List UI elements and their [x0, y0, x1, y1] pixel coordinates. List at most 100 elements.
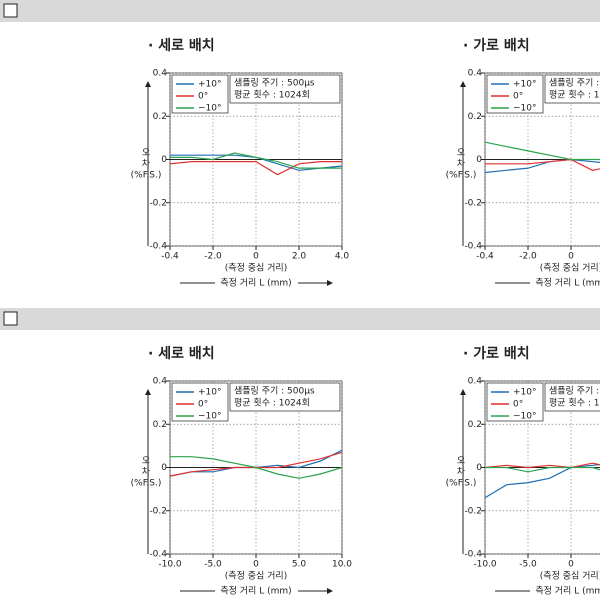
legend-box — [171, 74, 229, 114]
y-axis-label: 차 — [142, 158, 151, 170]
y-tick-label: 0 — [476, 155, 482, 165]
y-tick-label: -0.2 — [149, 506, 167, 516]
y-axis-label: (%F.S.) — [446, 479, 477, 489]
y-tick-label: 0.2 — [153, 420, 167, 430]
legend-label: 0° — [198, 400, 208, 410]
x-tick-label: -10.0 — [158, 560, 182, 570]
legend-label: −10° — [513, 412, 537, 422]
x-tick-label: -2.0 — [204, 252, 222, 262]
series-line — [170, 152, 342, 169]
y-tick-label: -0.4 — [464, 242, 482, 252]
x-tick-label: -0.4 — [161, 252, 179, 262]
legend-label: −10° — [198, 412, 222, 422]
chart-title: · 가로 배치 — [463, 38, 530, 54]
series-line — [485, 466, 600, 473]
y-axis-label: 오 — [457, 456, 465, 467]
legend-label: +10° — [513, 388, 537, 398]
y-tick-label: 0 — [161, 155, 167, 165]
x-axis-note: 측정 거리 L (mm) — [220, 586, 291, 597]
series-line — [169, 161, 342, 176]
x-tick-label: 0 — [253, 560, 259, 570]
x-axis-note: 측정 거리 L (mm) — [535, 278, 600, 289]
chart-title: · 세로 배치 — [148, 346, 215, 362]
series-line — [484, 141, 600, 161]
x-axis-label: (측정 중심 거리) — [540, 263, 600, 274]
y-axis-label: 차 — [457, 466, 466, 478]
legend-label: 0° — [513, 400, 523, 410]
x-tick-label: -0.4 — [476, 252, 494, 262]
y-tick-label: -0.2 — [464, 506, 482, 516]
x-tick-label: 5.0 — [292, 560, 307, 570]
info-text: 평균 횟수 : 1024회 — [234, 397, 310, 409]
legend-box — [486, 382, 544, 422]
y-tick-label: 0.4 — [153, 377, 168, 387]
y-tick-label: -0.4 — [149, 242, 167, 252]
info-box — [544, 74, 600, 104]
y-axis-label: 차 — [142, 466, 151, 478]
y-tick-label: -0.4 — [464, 550, 482, 560]
x-axis-label: (측정 중심 거리) — [225, 263, 287, 274]
info-text: 평균 횟수 : 1024회 — [234, 89, 310, 101]
info-box — [229, 382, 341, 412]
y-axis-label: 차 — [457, 158, 466, 170]
y-axis-label: (%F.S.) — [131, 479, 162, 489]
x-tick-label: 0 — [568, 252, 574, 262]
y-tick-label: 0 — [476, 463, 482, 473]
y-tick-label: 0.4 — [468, 69, 483, 79]
y-axis-label: (%F.S.) — [131, 171, 162, 181]
y-tick-label: -0.2 — [149, 198, 167, 208]
legend-label: +10° — [513, 80, 537, 90]
section-box — [3, 3, 18, 18]
y-tick-label: 0.2 — [468, 112, 482, 122]
legend-label: −10° — [513, 104, 537, 114]
legend-label: +10° — [198, 80, 222, 90]
x-tick-label: 0 — [253, 252, 259, 262]
y-tick-label: 0.2 — [153, 112, 167, 122]
section-bar — [0, 0, 600, 22]
x-tick-label: 10.0 — [332, 560, 352, 570]
x-tick-label: 0 — [568, 560, 574, 570]
legend-box — [171, 382, 229, 422]
y-axis-label: 오 — [142, 456, 150, 467]
x-axis-label: (측정 중심 거리) — [540, 571, 600, 582]
info-box — [229, 74, 341, 104]
y-tick-label: -0.4 — [149, 550, 167, 560]
section-box — [3, 311, 18, 326]
legend-box — [486, 74, 544, 114]
x-axis-note: 측정 거리 L (mm) — [220, 278, 291, 289]
legend-label: 0° — [513, 92, 523, 102]
info-text: 샘플링 주기 : 500μs — [234, 77, 315, 89]
section-bar — [0, 308, 600, 330]
x-tick-label: -5.0 — [519, 560, 537, 570]
y-axis-label: 오 — [457, 148, 465, 159]
y-tick-label: 0 — [161, 463, 167, 473]
x-tick-label: -10.0 — [473, 560, 497, 570]
series-line — [170, 456, 343, 479]
x-tick-label: -2.0 — [519, 252, 537, 262]
info-text: 샘플링 주기 : 500μs — [549, 385, 600, 397]
info-text: 평균 횟수 : 1024회 — [549, 397, 600, 409]
info-box — [544, 382, 600, 412]
y-tick-label: 0.4 — [468, 377, 483, 387]
info-text: 평균 횟수 : 1024회 — [549, 89, 600, 101]
chart-title: · 세로 배치 — [148, 38, 215, 54]
legend-label: −10° — [198, 104, 222, 114]
y-axis-label: 오 — [142, 148, 150, 159]
x-tick-label: 2.0 — [292, 252, 307, 262]
x-tick-label: 4.0 — [335, 252, 350, 262]
y-tick-label: -0.2 — [464, 198, 482, 208]
chart-title: · 가로 배치 — [463, 346, 530, 362]
legend-label: 0° — [198, 92, 208, 102]
x-axis-label: (측정 중심 거리) — [225, 571, 287, 582]
x-tick-label: -5.0 — [204, 560, 222, 570]
x-axis-note: 측정 거리 L (mm) — [535, 586, 600, 597]
y-tick-label: 0.2 — [468, 420, 482, 430]
legend-label: +10° — [198, 388, 222, 398]
info-text: 샘플링 주기 : 500μs — [234, 385, 315, 397]
